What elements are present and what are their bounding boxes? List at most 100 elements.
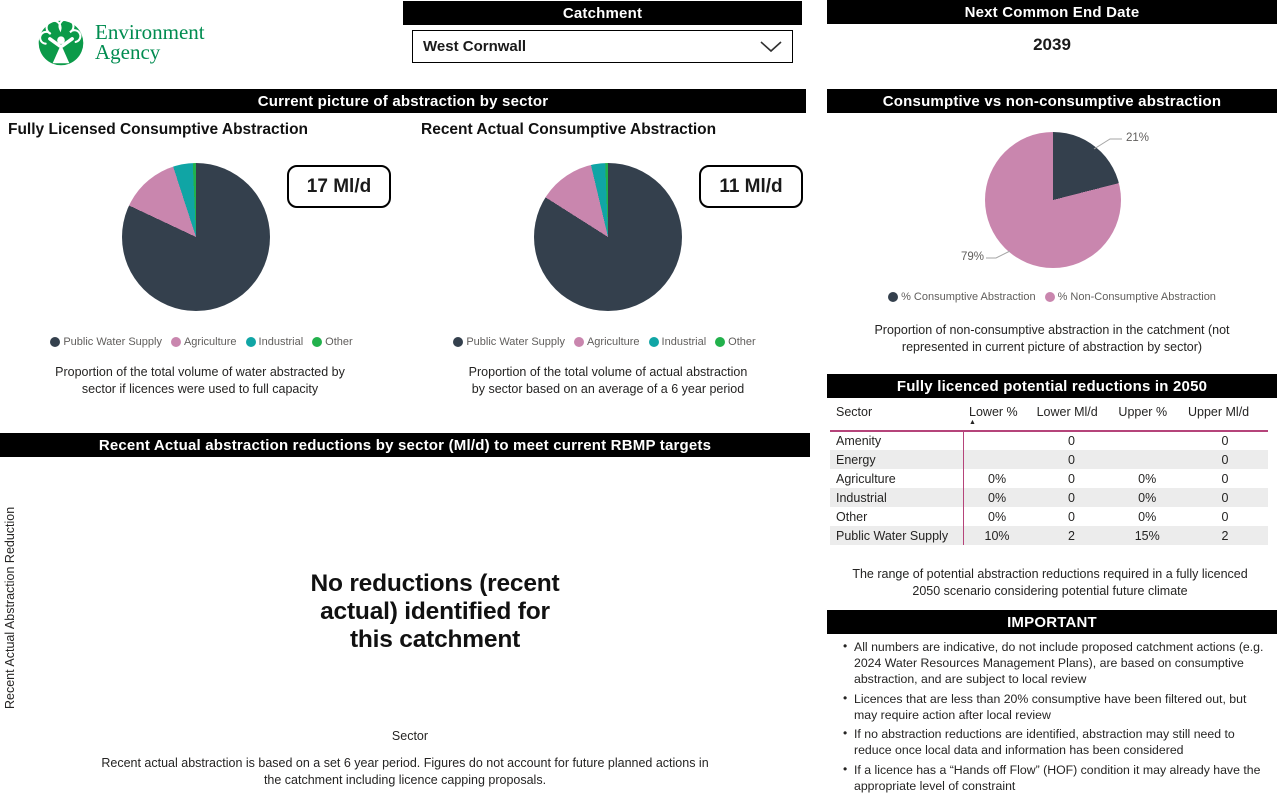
column-header[interactable]: Upper %	[1112, 402, 1182, 432]
no-reductions-message: No reductions (recent actual) identified…	[310, 570, 560, 653]
column-header[interactable]: Upper Ml/d	[1182, 402, 1268, 432]
table-cell: Amenity	[836, 434, 882, 448]
legend-item[interactable]: Agriculture	[170, 336, 237, 348]
legend-label: % Consumptive Abstraction	[901, 291, 1036, 303]
catchment-header: Catchment	[403, 1, 802, 25]
legend-dot-icon	[648, 337, 659, 347]
recent-actual-pie-chart[interactable]	[534, 163, 682, 311]
legend-item[interactable]: % Consumptive Abstraction	[888, 291, 1036, 303]
legend-label: % Non-Consumptive Abstraction	[1057, 291, 1216, 303]
reductions-section-title: Fully licenced potential reductions in 2…	[896, 377, 1208, 395]
legend-label: Other	[728, 336, 756, 348]
chevron-down-icon	[760, 40, 782, 52]
table-cell: 0	[1068, 434, 1075, 448]
legend-item[interactable]: % Non-Consumptive Abstraction	[1044, 291, 1216, 303]
logo-text-line1: Environment	[95, 20, 205, 45]
table-cell: 0%	[1138, 490, 1157, 505]
table-cell: 0%	[1138, 509, 1157, 524]
table-cell	[962, 431, 1031, 450]
table-cell	[1112, 431, 1182, 450]
table-cell: 0	[1068, 452, 1075, 467]
legend-dot-icon	[1044, 292, 1055, 302]
fully-licensed-caption: Proportion of the total volume of water …	[55, 365, 345, 396]
legend-dot-icon	[888, 292, 899, 302]
environment-agency-logo: Environment Agency	[38, 20, 205, 66]
legend-label: Agriculture	[586, 336, 640, 348]
pie-leader-lines	[986, 138, 1122, 259]
catchment-title: Catchment	[562, 4, 643, 22]
rbmp-section-title: Recent Actual abstraction reductions by …	[98, 436, 712, 454]
table-row[interactable]: Public Water Supply 10% 2 15% 2	[830, 526, 1268, 545]
legend-dot-icon	[312, 337, 323, 347]
table-cell: 0	[1068, 471, 1075, 486]
reductions-table-container: Sector Lower % ▲ Lower Ml/d Upper % Upper Ml/…	[830, 402, 1274, 545]
abstraction-section-title: Current picture of abstraction by sector	[257, 92, 549, 110]
abstraction-section-header: Current picture of abstraction by sector	[0, 89, 806, 113]
rbmp-footnote: Recent actual abstraction is based on a …	[101, 756, 709, 787]
table-row[interactable]: Agriculture 0% 0 0% 0	[830, 469, 1268, 488]
bullet-item: If a licence has a “Hands off Flow” (HOF…	[843, 762, 1269, 794]
fully-licensed-legend: Public Water Supply Agriculture Industrial…	[0, 336, 403, 348]
table-row[interactable]: Energy 0 0	[830, 450, 1268, 469]
catchment-dropdown[interactable]: West Cornwall	[412, 30, 793, 63]
end-date-title: Next Common End Date	[964, 3, 1140, 21]
table-cell: 2	[1221, 528, 1229, 543]
table-cell	[1112, 450, 1182, 469]
legend-item[interactable]: Other	[312, 336, 353, 348]
end-date-header: Next Common End Date	[827, 0, 1277, 24]
recent-actual-caption: Proportion of the total volume of actual…	[468, 365, 748, 396]
legend-label: Agriculture	[183, 336, 237, 348]
reductions-section-header: Fully licenced potential reductions in 2…	[827, 374, 1277, 398]
table-row[interactable]: Amenity 0 0	[830, 431, 1268, 450]
table-cell: 0%	[962, 488, 1031, 507]
important-section-header: IMPORTANT	[827, 610, 1277, 634]
bullet-item: All numbers are indicative, do not inclu…	[843, 639, 1269, 688]
non-consumptive-slice-label: 79%	[960, 251, 984, 263]
legend-item[interactable]: Industrial	[648, 336, 707, 348]
column-header[interactable]: Lower Ml/d	[1030, 402, 1113, 432]
legend-label: Other	[325, 336, 353, 348]
legend-dot-icon	[715, 337, 726, 347]
consumptive-pie-chart[interactable]	[985, 132, 1121, 268]
table-row[interactable]: Other 0% 0 0% 0	[830, 507, 1268, 526]
legend-label: Industrial	[661, 336, 707, 348]
legend-item[interactable]: Public Water Supply	[50, 336, 162, 348]
table-cell: 10%	[962, 526, 1031, 545]
consumptive-section-header: Consumptive vs non-consumptive abstracti…	[827, 89, 1277, 113]
legend-label: Public Water Supply	[466, 336, 565, 348]
legend-dot-icon	[170, 337, 181, 347]
legend-dot-icon	[573, 337, 584, 347]
legend-label: Public Water Supply	[63, 336, 162, 348]
table-cell: Other	[836, 509, 868, 524]
table-cell: 0	[1221, 471, 1229, 486]
bullet-item: Licences that are less than 20% consumpt…	[843, 691, 1269, 723]
bullet-item: If no abstraction reductions are identif…	[843, 726, 1269, 758]
table-cell: Industrial	[836, 490, 887, 505]
table-cell: 0	[1068, 509, 1075, 524]
table-cell: 0%	[962, 507, 1031, 526]
sort-ascending-icon: ▲	[969, 419, 976, 426]
end-date-value: 2039	[1033, 35, 1071, 54]
table-cell: 0%	[1138, 471, 1157, 486]
legend-item[interactable]: Public Water Supply	[453, 336, 565, 348]
recent-actual-title: Recent Actual Consumptive Abstraction	[421, 121, 717, 138]
reductions-table: Sector Lower % ▲ Lower Ml/d Upper % Upper Ml/…	[830, 402, 1268, 545]
table-cell: Energy	[836, 452, 876, 467]
rbmp-x-axis-label: Sector	[391, 729, 429, 743]
table-cell: 0	[1068, 490, 1075, 505]
table-cell	[962, 450, 1031, 469]
legend-item[interactable]: Industrial	[245, 336, 303, 348]
recent-actual-legend: Public Water Supply Agriculture Industrial…	[403, 336, 806, 348]
consumptive-slice-label: 21%	[1126, 132, 1150, 144]
fully-licensed-pie-chart[interactable]	[122, 163, 270, 311]
table-cell: 0	[1221, 490, 1229, 505]
column-header[interactable]: Lower % ▲	[963, 402, 1031, 432]
consumptive-section-title: Consumptive vs non-consumptive abstracti…	[882, 92, 1222, 110]
legend-item[interactable]: Agriculture	[573, 336, 640, 348]
legend-item[interactable]: Other	[715, 336, 756, 348]
rbmp-section-header: Recent Actual abstraction reductions by …	[0, 433, 810, 457]
catchment-selected-value: West Cornwall	[423, 38, 527, 55]
column-header[interactable]: Sector	[830, 402, 964, 432]
table-row[interactable]: Industrial 0% 0 0% 0	[830, 488, 1268, 507]
